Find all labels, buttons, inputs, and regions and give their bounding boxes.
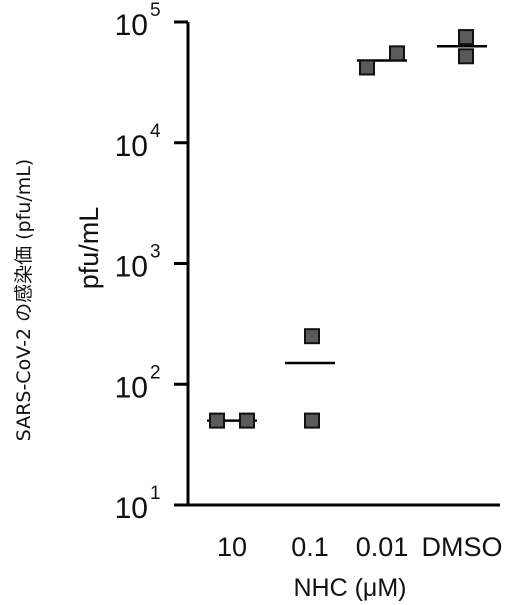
data-point	[389, 45, 405, 62]
data-point	[304, 412, 320, 429]
y-tick-exponent: 3	[150, 242, 161, 263]
y-tick-label: 10	[115, 251, 148, 284]
y-tick-label: 10	[115, 492, 148, 525]
x-tick-label: 0.01	[356, 532, 409, 562]
data-point	[458, 48, 474, 65]
x-categories: 10 0.1 0.01 DMSO	[217, 532, 503, 562]
y-axis-title: pfu/mL	[74, 207, 104, 290]
data-series	[207, 29, 487, 429]
y-tick-label: 10	[115, 130, 148, 163]
x-tick-label: DMSO	[422, 532, 503, 562]
y-tick-exponent: 1	[150, 483, 161, 504]
data-point	[304, 328, 320, 345]
y-axis-subtitle: SARS-CoV-2 の感染価 (pfu/mL)	[13, 159, 35, 441]
category-group	[285, 328, 335, 429]
y-tick-exponent: 5	[150, 0, 161, 21]
data-point	[359, 59, 375, 76]
category-group	[437, 29, 487, 65]
x-axis-title: NHC (μM)	[294, 574, 407, 602]
y-tick-label: 10	[115, 371, 148, 404]
y-tick-exponent: 2	[150, 362, 161, 383]
category-group	[207, 412, 257, 429]
data-point	[458, 29, 474, 46]
data-point	[239, 412, 255, 429]
y-tick-exponent: 4	[150, 121, 161, 142]
data-point	[209, 412, 225, 429]
y-tick-label: 10	[115, 9, 148, 42]
category-group	[357, 45, 407, 76]
x-tick-label: 0.1	[291, 532, 329, 562]
x-tick-label: 10	[217, 532, 247, 562]
